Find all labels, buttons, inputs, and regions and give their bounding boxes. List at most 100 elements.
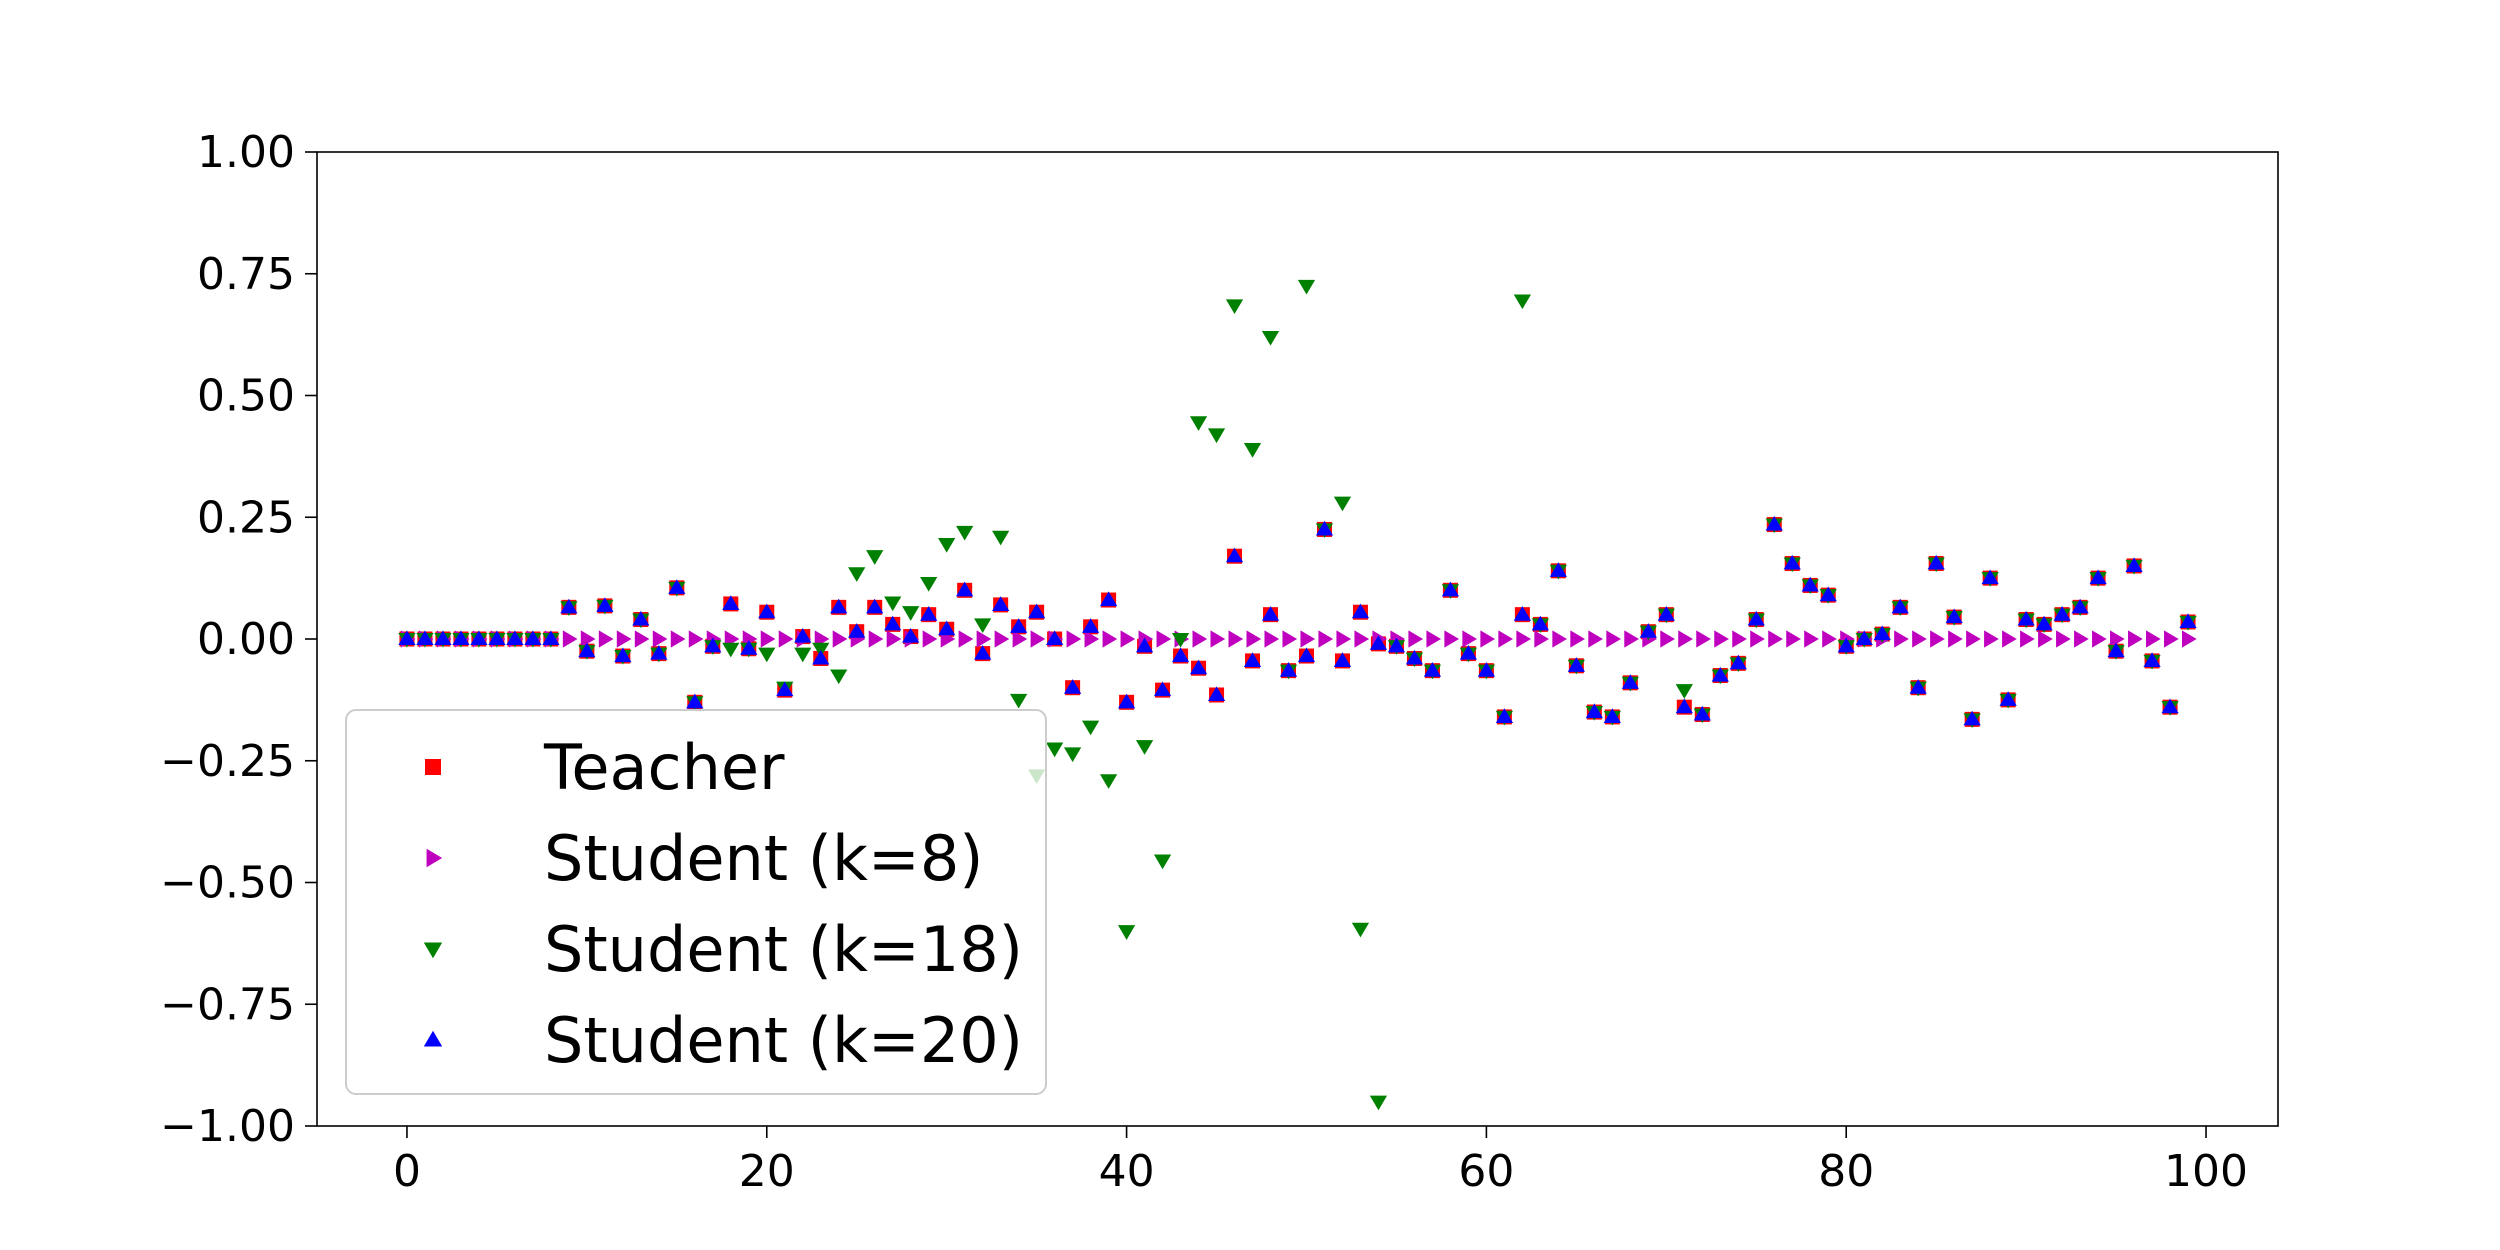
data-point bbox=[2146, 630, 2161, 648]
data-point bbox=[922, 630, 938, 648]
data-point bbox=[1765, 515, 1783, 531]
data-point bbox=[902, 606, 920, 621]
data-point bbox=[1028, 603, 1046, 619]
data-point bbox=[470, 630, 488, 646]
data-point bbox=[1729, 654, 1747, 670]
data-point bbox=[1066, 630, 1082, 648]
data-point bbox=[1300, 630, 1316, 648]
data-point bbox=[1948, 630, 1963, 648]
data-point bbox=[1999, 691, 2017, 706]
data-point bbox=[1387, 637, 1406, 653]
data-point bbox=[1192, 630, 1208, 648]
data-point bbox=[560, 598, 578, 614]
data-point bbox=[866, 598, 884, 614]
data-point bbox=[1333, 496, 1352, 512]
data-point bbox=[1495, 708, 1514, 723]
data-point bbox=[1873, 625, 1891, 641]
data-point bbox=[1747, 610, 1765, 626]
data-point bbox=[956, 525, 974, 541]
data-point bbox=[1297, 279, 1316, 295]
data-point bbox=[884, 596, 902, 612]
series-3 bbox=[398, 515, 2197, 726]
data-point bbox=[992, 596, 1010, 611]
data-point bbox=[1606, 630, 1621, 648]
data-point bbox=[1588, 630, 1603, 648]
data-point bbox=[2182, 630, 2197, 648]
data-point bbox=[994, 630, 1010, 648]
legend: Teacher Student (k=8) Student (k=18) Studen… bbox=[345, 709, 1047, 1095]
data-point bbox=[1678, 630, 1693, 648]
x-tick-label: 0 bbox=[393, 1146, 421, 1197]
data-point bbox=[1189, 659, 1208, 675]
data-point bbox=[704, 637, 722, 653]
data-point bbox=[886, 630, 902, 648]
data-point bbox=[634, 630, 650, 648]
legend-item: Student (k=8) bbox=[426, 822, 983, 895]
data-point bbox=[1369, 635, 1388, 650]
x-tick-label: 80 bbox=[1818, 1146, 1874, 1197]
data-point bbox=[1804, 630, 1819, 648]
axes: 0 20 40 60 80 100 1.00 0.75 0.50 0.25 0.00 −0.25 −0.… bbox=[160, 127, 2248, 1197]
data-point bbox=[1441, 581, 1460, 597]
data-point bbox=[1117, 925, 1136, 940]
data-point bbox=[2164, 630, 2179, 648]
data-point bbox=[1801, 576, 1819, 592]
data-point bbox=[1297, 647, 1316, 663]
data-point bbox=[1534, 630, 1550, 648]
y-tick-label: 0.75 bbox=[197, 249, 295, 300]
data-point bbox=[830, 669, 848, 685]
data-point bbox=[506, 630, 524, 646]
data-point bbox=[1426, 630, 1442, 648]
data-point bbox=[1477, 662, 1496, 677]
data-point bbox=[1135, 637, 1154, 653]
legend-marker bbox=[425, 759, 441, 775]
data-point bbox=[668, 579, 686, 594]
data-point bbox=[1516, 630, 1532, 648]
data-point bbox=[832, 630, 848, 648]
data-point bbox=[1660, 630, 1675, 648]
data-point bbox=[2035, 615, 2053, 631]
data-point bbox=[1459, 644, 1478, 660]
data-point bbox=[1549, 562, 1567, 577]
data-point bbox=[1480, 630, 1496, 648]
data-point bbox=[1837, 637, 1855, 653]
data-point bbox=[1408, 630, 1424, 648]
data-point bbox=[722, 642, 740, 658]
data-point bbox=[902, 627, 920, 643]
data-point bbox=[1153, 854, 1172, 870]
data-point bbox=[1171, 632, 1190, 648]
data-point bbox=[1318, 630, 1334, 648]
data-point bbox=[812, 649, 830, 665]
data-point bbox=[1351, 922, 1370, 938]
data-point bbox=[1513, 294, 1532, 310]
data-point bbox=[1891, 598, 1909, 614]
data-point bbox=[740, 640, 758, 655]
data-point bbox=[1315, 520, 1334, 536]
data-point bbox=[1279, 662, 1298, 677]
data-point bbox=[1768, 630, 1783, 648]
data-point bbox=[1099, 774, 1118, 789]
data-point bbox=[2071, 598, 2089, 614]
data-point bbox=[1171, 647, 1190, 663]
data-point bbox=[1153, 681, 1172, 697]
data-point bbox=[2002, 630, 2017, 648]
data-point bbox=[2179, 613, 2197, 628]
data-point bbox=[1603, 708, 1621, 723]
data-point bbox=[2107, 642, 2125, 658]
legend-label: Student (k=18) bbox=[544, 913, 1023, 986]
data-point bbox=[2125, 557, 2143, 572]
data-point bbox=[1243, 652, 1262, 667]
y-tick-label: 0.00 bbox=[197, 614, 295, 665]
data-point bbox=[830, 598, 848, 614]
data-point bbox=[1750, 630, 1765, 648]
data-point bbox=[434, 630, 452, 646]
data-point bbox=[1099, 591, 1118, 607]
data-point bbox=[1010, 693, 1028, 709]
legend-item: Teacher bbox=[425, 731, 785, 804]
data-point bbox=[1246, 630, 1262, 648]
data-point bbox=[2143, 652, 2161, 667]
data-point bbox=[2092, 630, 2107, 648]
x-tick-label: 20 bbox=[739, 1146, 795, 1197]
data-point bbox=[938, 620, 956, 636]
data-point bbox=[652, 630, 668, 648]
